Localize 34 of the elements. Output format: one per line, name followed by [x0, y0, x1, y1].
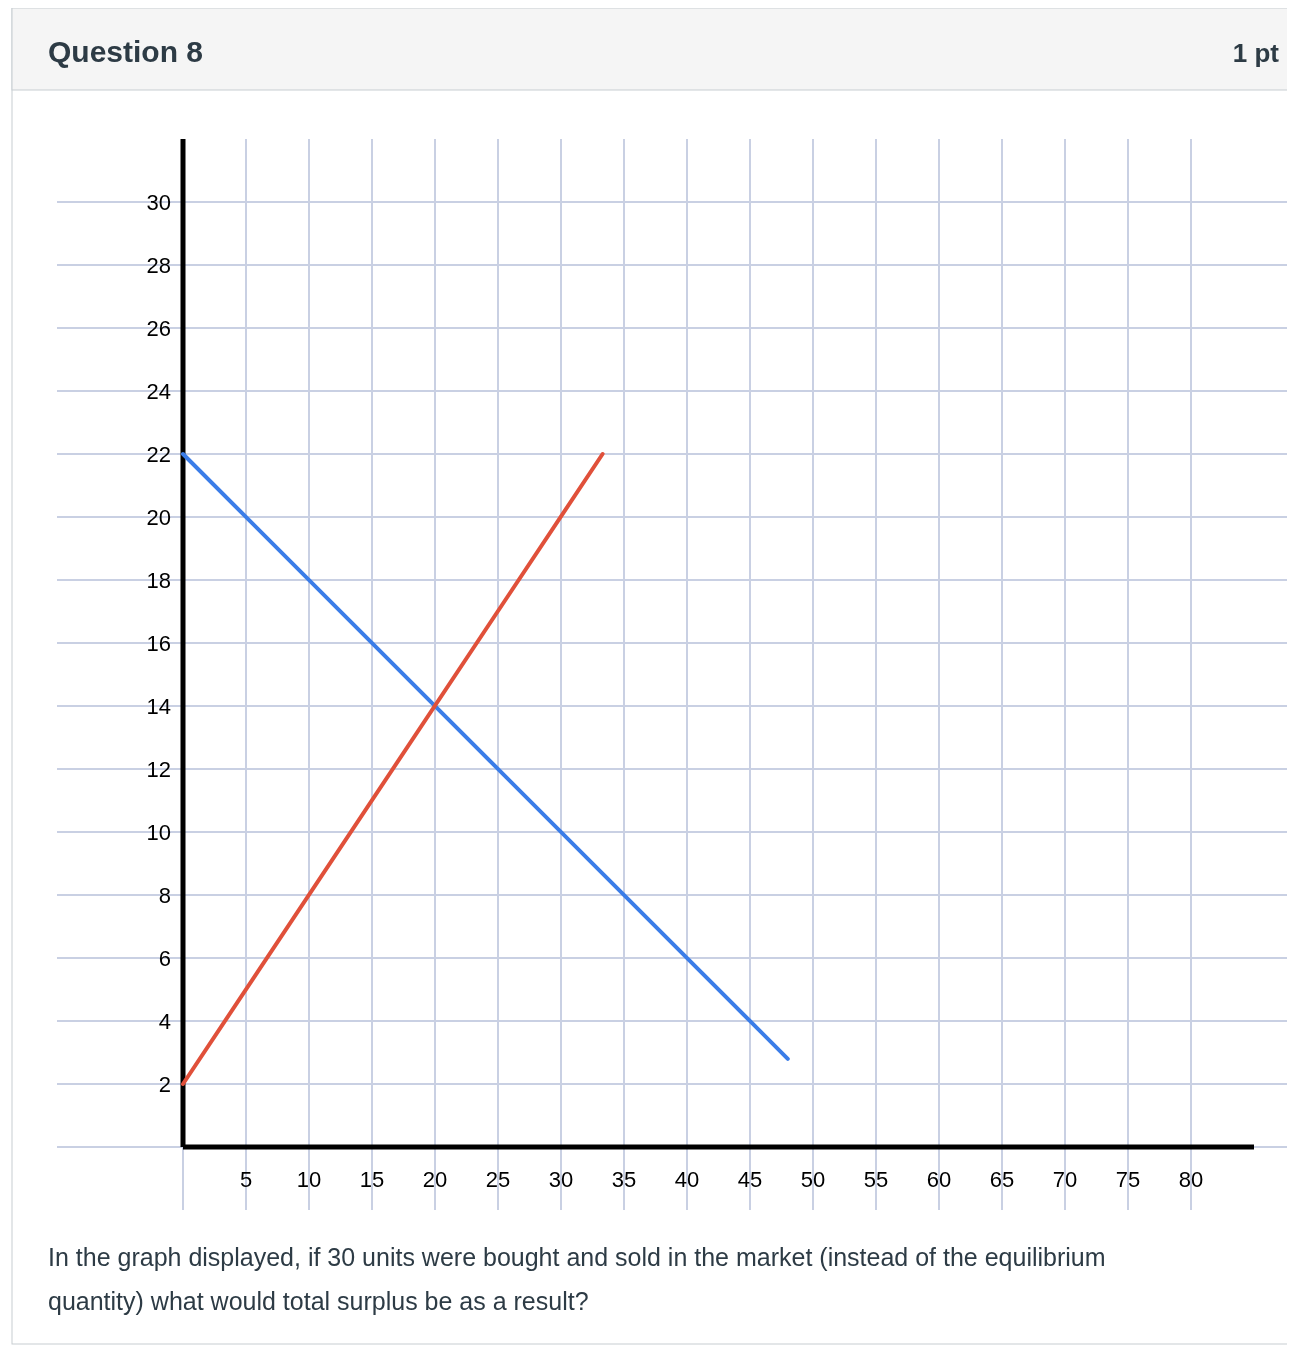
y-tick-label: 10: [146, 820, 171, 845]
x-tick-label: 60: [926, 1167, 952, 1192]
y-tick-label: 28: [146, 253, 171, 278]
y-tick-label: 20: [146, 505, 171, 530]
x-tick-label: 55: [863, 1167, 889, 1192]
x-tick-label: 70: [1052, 1167, 1078, 1192]
chart-subtitle: 1 pt: [1232, 38, 1280, 68]
x-tick-label: 30: [548, 1167, 574, 1192]
y-tick-label: 6: [158, 946, 171, 971]
x-tick-label: 50: [800, 1167, 826, 1192]
y-tick-label: 2: [158, 1072, 171, 1097]
x-tick-label: 65: [989, 1167, 1015, 1192]
y-tick-label: 8: [158, 883, 171, 908]
x-tick-label: 25: [485, 1167, 511, 1192]
x-tick-label: 10: [296, 1167, 322, 1192]
x-tick-label: 80: [1178, 1167, 1204, 1192]
x-tick-label: 40: [674, 1167, 700, 1192]
x-tick-label: 35: [611, 1167, 637, 1192]
text: In the graph displayed, if 30 units were bought and sold in the market (instead of the equilibrium quantity) what would total surplus be as a result?: [48, 1243, 1106, 1315]
x-tick-label: 5: [239, 1167, 253, 1192]
x-tick-label: 45: [737, 1167, 763, 1192]
y-tick-label: 24: [146, 379, 171, 404]
y-tick-label: 30: [146, 190, 171, 215]
y-tick-label: 16: [146, 631, 171, 656]
y-tick-label: 12: [146, 757, 171, 782]
chart-title: Question 8: [48, 35, 204, 68]
y-tick-label: 26: [146, 316, 171, 341]
y-tick-label: 18: [146, 568, 171, 593]
y-tick-label: 4: [158, 1009, 171, 1034]
y-tick-label: 14: [146, 694, 171, 719]
x-tick-label: 75: [1115, 1167, 1141, 1192]
x-tick-label: 15: [359, 1167, 385, 1192]
x-tick-label: 20: [422, 1167, 448, 1192]
y-tick-label: 22: [146, 442, 171, 467]
